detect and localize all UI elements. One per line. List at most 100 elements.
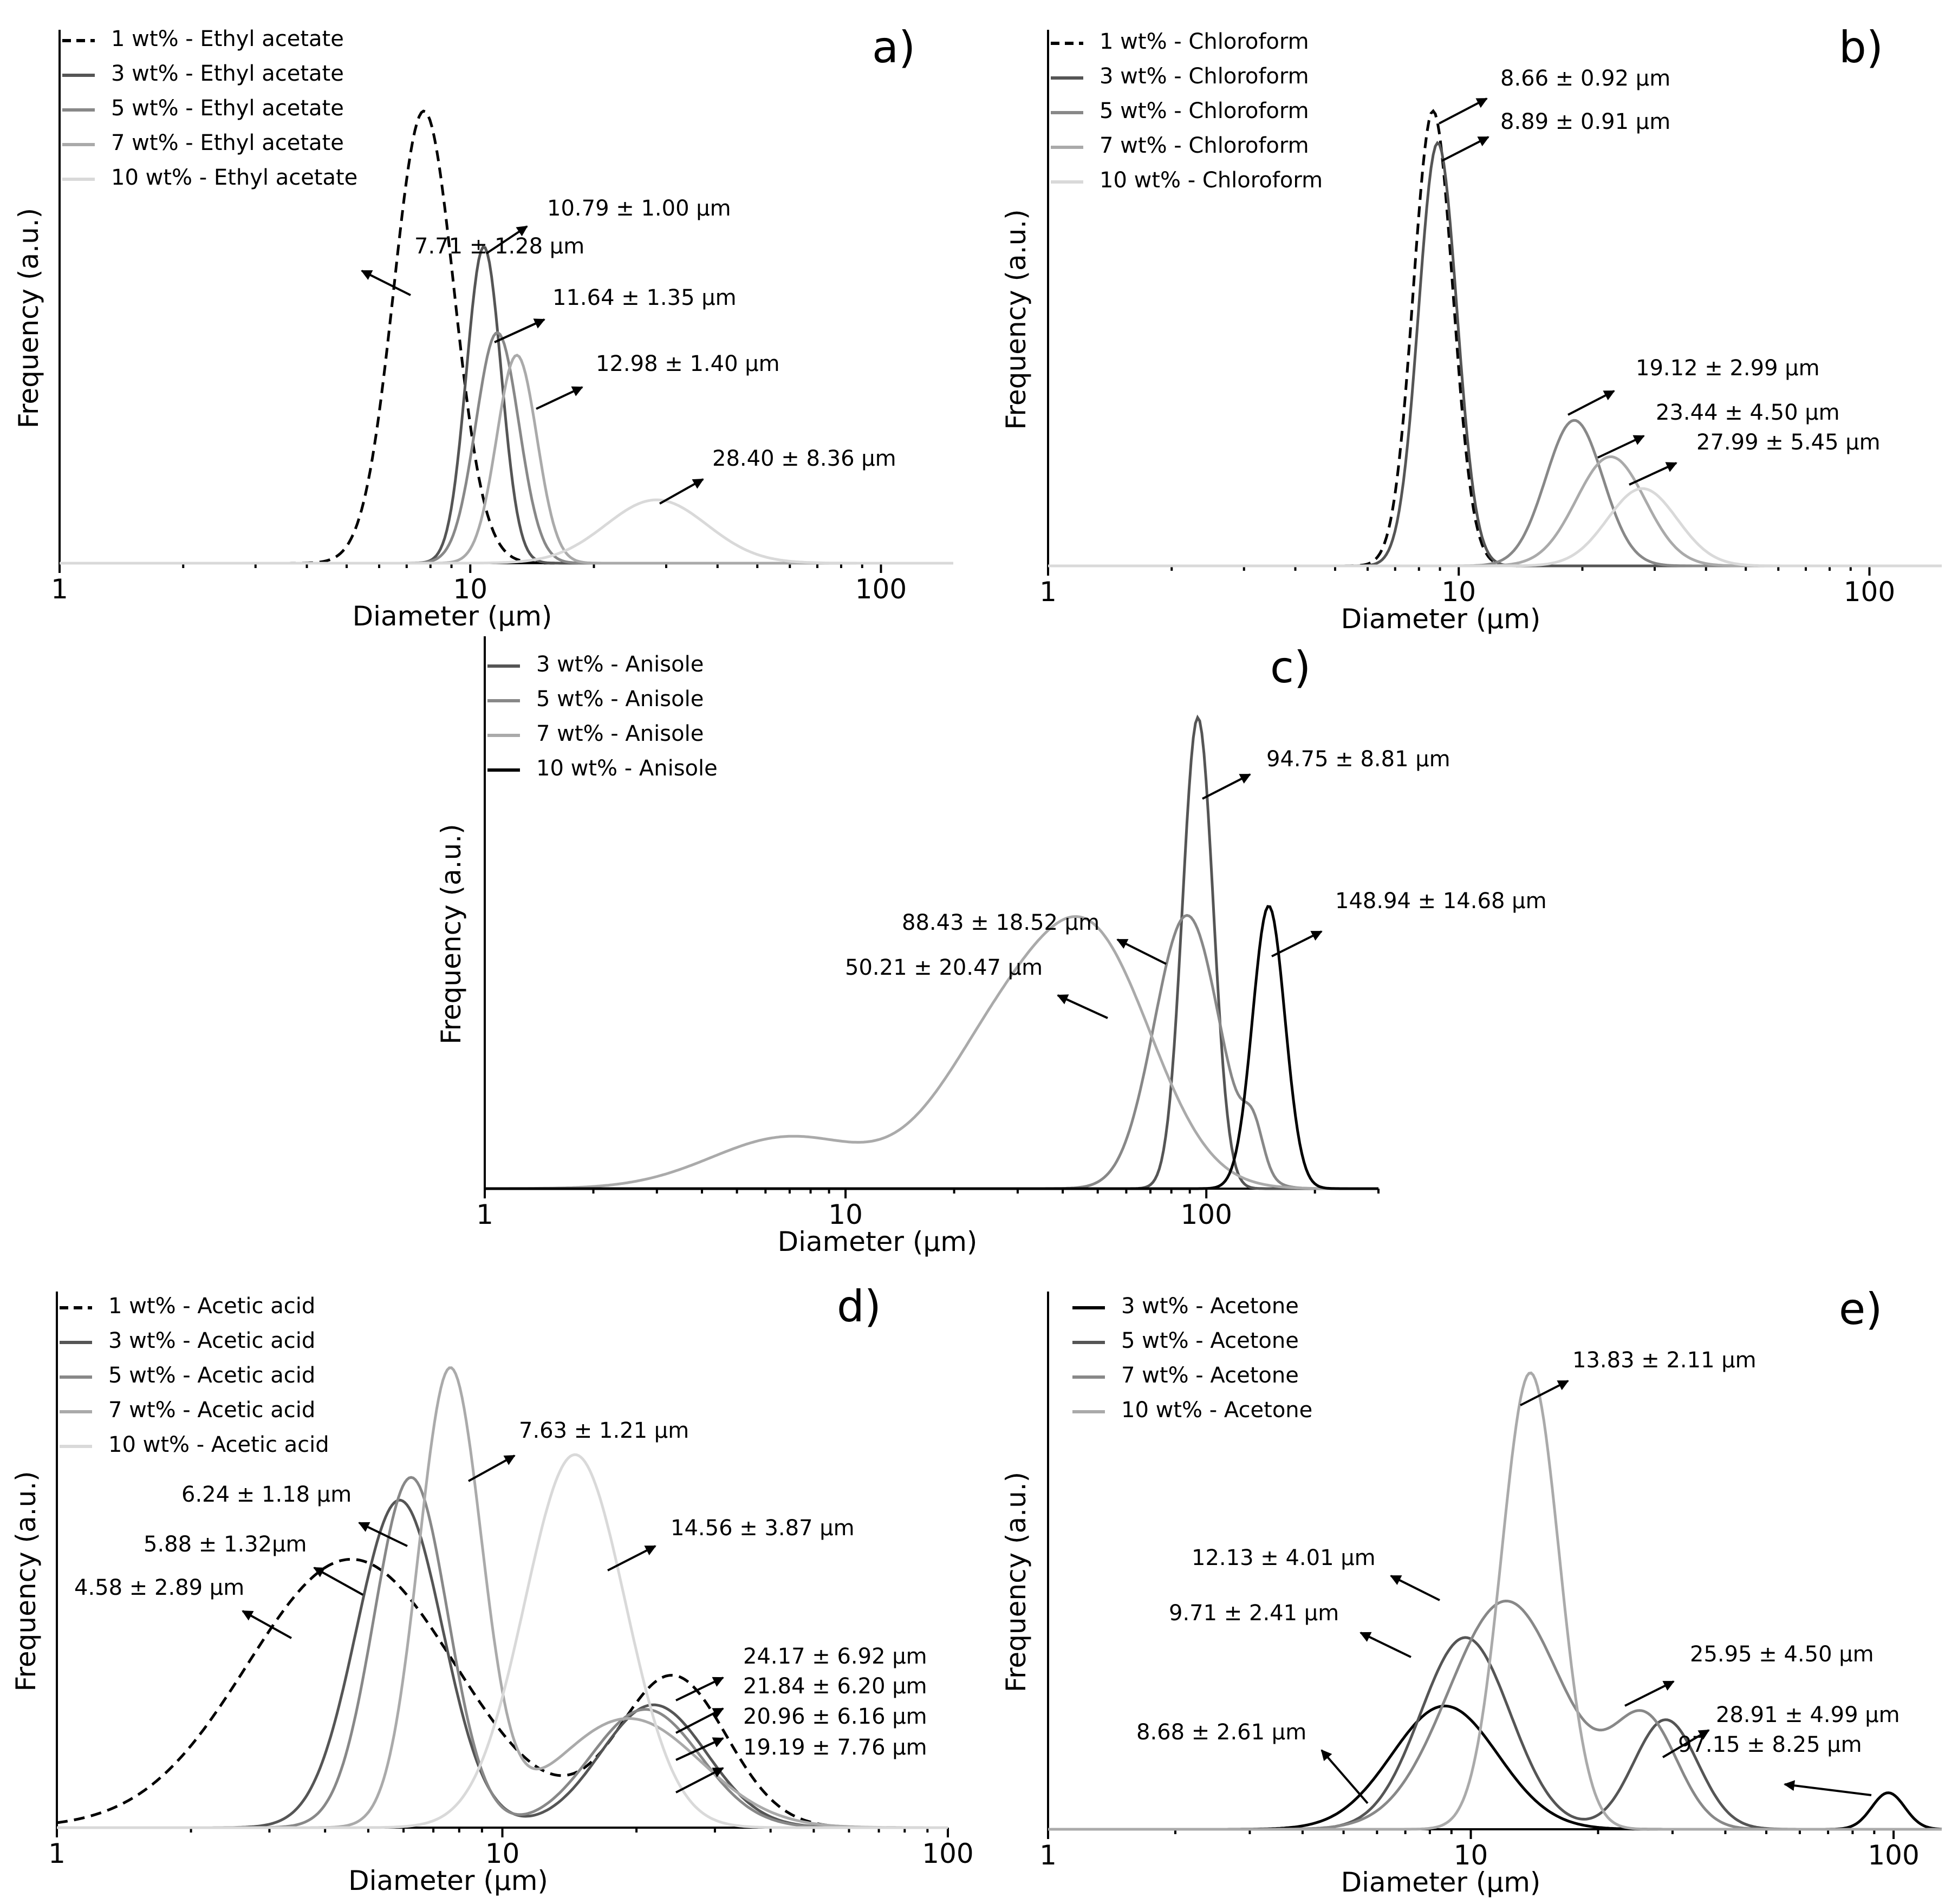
annotation-label: 24.17 ± 6.92 µm [743,1644,927,1669]
series-line-1 [56,1557,948,1829]
annotation-label: 12.98 ± 1.40 µm [596,351,780,376]
annotation-label: 14.56 ± 3.87 µm [671,1516,855,1541]
panel-label: c) [1270,642,1311,693]
x-axis-label: Diameter (µm) [1341,1867,1541,1898]
annotation-arrow [361,270,411,296]
legend-entry: 10 wt% - Anisole [536,756,718,781]
annotation-arrow [1784,1780,1872,1796]
legend-entry: 10 wt% - Acetic acid [108,1432,329,1457]
y-axis-label: Frequency (a.u.) [1000,209,1032,429]
annotation-label: 10.79 ± 1.00 µm [547,196,731,221]
annotation-label: 28.91 ± 4.99 µm [1716,1703,1900,1727]
legend-entry: 7 wt% - Anisole [536,721,704,746]
annotation-label: 21.84 ± 6.20 µm [743,1674,927,1699]
annotation-arrow [1597,435,1645,459]
legend-entry: 1 wt% - Chloroform [1100,29,1309,54]
x-tick-label: 1 [1039,1840,1057,1871]
panel-e: 1 10 100 Diameter (µm) Frequency (a.u.) e) 3 w… [1000,1284,1942,1898]
annotation-arrow [1624,1680,1675,1707]
annotation-arrow [675,1737,724,1761]
annotation-arrow [1629,462,1677,486]
x-tick-label: 10 [828,1199,863,1230]
legend-entry: 5 wt% - Ethyl acetate [111,96,344,121]
series-line-4 [1048,1371,1942,1831]
annotation-label: 20.96 ± 6.16 µm [743,1704,927,1729]
panel-label: b) [1839,22,1883,73]
x-tick-label: 10 [1454,1840,1488,1871]
legend-entry: 10 wt% - Acetone [1121,1398,1312,1423]
annotation-label: 19.12 ± 2.99 µm [1636,356,1820,381]
annotation-label: 8.66 ± 0.92 µm [1500,66,1670,91]
legend-entry: 10 wt% - Ethyl acetate [111,165,357,190]
panel-c: 1 10 100 Diameter (µm) Frequency (a.u.) c) 3 w… [435,636,1547,1257]
panel-a: 1 10 100 Diameter (µm) Frequency (a.u.) a) 1 w… [13,22,953,632]
panel-b: 1 10 100 Diameter (µm) Frequency (a.u.) b) 1 w… [1000,22,1942,635]
x-tick-label: 100 [855,573,907,605]
annotation-arrow [468,1455,516,1482]
annotation-label: 7.63 ± 1.21 µm [519,1418,689,1443]
x-axis-label: Diameter (µm) [778,1226,978,1257]
series-line-4 [485,905,1378,1190]
annotation-label: 7.71 ± 1.28 µm [414,234,584,259]
annotation-arrow [242,1610,292,1639]
legend-entry: 5 wt% - Anisole [536,687,704,712]
annotation-arrow [1359,1632,1411,1658]
legend-entry: 3 wt% - Ethyl acetate [111,61,344,86]
annotation-label: 19.19 ± 7.76 µm [743,1735,927,1760]
annotation-label: 148.94 ± 14.68 µm [1335,889,1547,914]
annotation-arrow [607,1545,656,1572]
annotation-arrow [313,1567,363,1596]
panel-d: 1 10 100 Diameter (µm) Frequency (a.u.) d) 1 w… [10,1281,974,1896]
series-line-5 [1048,487,1942,568]
y-axis-label: Frequency (a.u.) [13,208,44,428]
annotation-label: 27.99 ± 5.45 µm [1696,430,1881,455]
annotation-label: 13.83 ± 2.11 µm [1572,1348,1757,1373]
annotation-label: 23.44 ± 4.50 µm [1656,400,1840,425]
annotation-arrow [675,1677,724,1701]
legend-entry: 7 wt% - Acetic acid [108,1398,315,1423]
x-tick-label: 10 [485,1838,520,1869]
annotation-label: 50.21 ± 20.47 µm [845,955,1043,980]
annotation-label: 6.24 ± 1.18 µm [181,1482,352,1507]
y-axis-label: Frequency (a.u.) [1000,1472,1032,1692]
panel-label: a) [872,22,915,73]
annotation-label: 5.88 ± 1.32µm [144,1532,307,1557]
x-tick-label: 100 [1868,1840,1919,1871]
y-axis-label: Frequency (a.u.) [435,824,467,1044]
x-tick-label: 1 [48,1838,66,1869]
series-line-5 [57,1453,948,1829]
annotation-label: 8.68 ± 2.61 µm [1136,1720,1306,1745]
legend-entry: 7 wt% - Ethyl acetate [111,131,344,155]
x-tick-label: 10 [453,573,487,605]
x-axis-label: Diameter (µm) [1341,603,1541,635]
annotation-label: 97.15 ± 8.25 µm [1678,1732,1862,1757]
annotation-arrow [494,318,545,343]
annotation-arrow [1439,97,1488,125]
annotation-label: 25.95 ± 4.50 µm [1690,1642,1874,1667]
annotation-arrow [1567,390,1615,416]
annotation-label: 11.64 ± 1.35 µm [552,285,737,310]
legend-entry: 3 wt% - Acetic acid [108,1328,315,1353]
annotation-label: 88.43 ± 18.52 µm [902,910,1100,935]
legend-entry: 7 wt% - Chloroform [1100,133,1309,158]
legend-entry: 3 wt% - Acetone [1121,1294,1299,1319]
legend-entry: 3 wt% - Anisole [536,652,704,677]
annotation-arrow [1116,938,1167,965]
annotation-label: 9.71 ± 2.41 µm [1169,1601,1339,1626]
annotation-arrow [1390,1575,1440,1601]
annotation-arrow [1662,1729,1710,1758]
panel-label: d) [837,1281,881,1332]
x-tick-label: 1 [476,1199,493,1230]
legend-entry: 3 wt% - Chloroform [1100,64,1309,89]
x-tick-label: 1 [1039,576,1057,608]
annotation-arrow [1271,930,1323,957]
x-axis-label: Diameter (µm) [353,601,552,632]
annotation-label: 4.58 ± 2.89 µm [74,1575,244,1600]
annotation-label: 8.89 ± 0.91 µm [1500,109,1670,134]
annotation-arrow [536,386,583,410]
annotation-arrow [1520,1380,1569,1406]
x-tick-label: 100 [1844,576,1895,608]
series-line-5 [60,498,953,565]
